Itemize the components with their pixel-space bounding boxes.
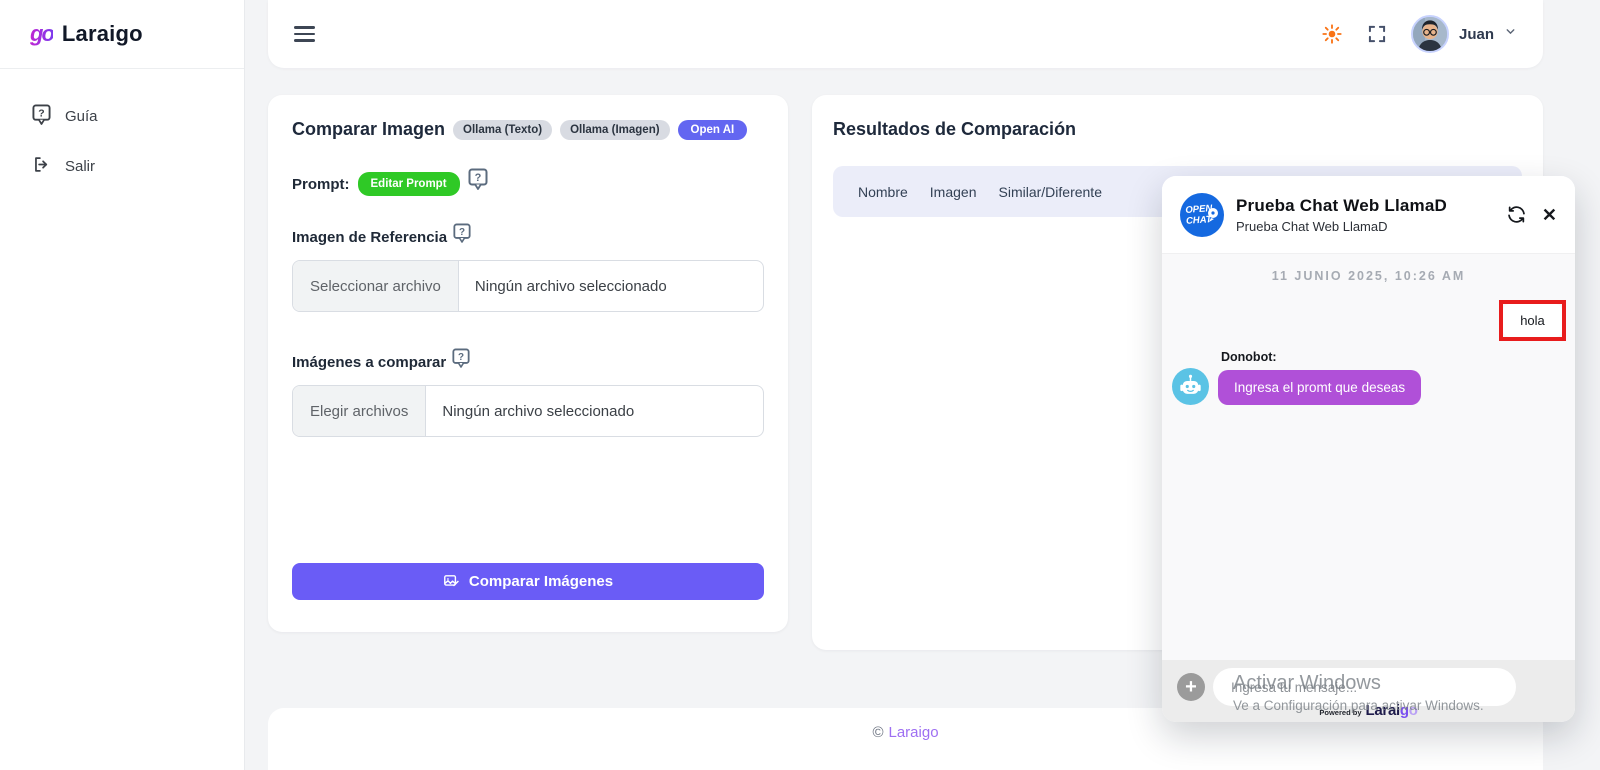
svg-text:?: ? <box>459 227 465 238</box>
theme-sun-icon[interactable] <box>1321 23 1343 45</box>
edit-prompt-button[interactable]: Editar Prompt <box>357 172 460 196</box>
chat-title: Prueba Chat Web LlamaD <box>1236 195 1447 215</box>
svg-text:?: ? <box>458 352 464 363</box>
bot-message-row: Donobot: Ingresa el promt que deseas <box>1172 350 1422 405</box>
chat-widget: OPEN CHAT Prueba Chat Web LlamaD Prueba … <box>1162 176 1575 722</box>
powered-by-label: Powered by <box>1319 708 1362 717</box>
brand-logo[interactable]: go Laraigo <box>0 0 244 69</box>
brand-name: Laraigo <box>61 21 143 46</box>
compare-images-button[interactable]: Comparar Imágenes <box>292 563 764 600</box>
sidebar-item-label: Guía <box>65 108 98 125</box>
chat-subtitle: Prueba Chat Web LlamaD <box>1236 218 1388 234</box>
close-icon[interactable]: ✕ <box>1541 204 1557 225</box>
badge-ollama-imagen[interactable]: Ollama (Imagen) <box>560 119 670 140</box>
chat-date-header: 11 JUNIO 2025, 10:26 AM <box>1271 269 1466 283</box>
topbar: Juan <box>268 0 1543 68</box>
column-similar-diferente: Similar/Diferente <box>998 183 1102 200</box>
open-chat-avatar-icon: OPEN CHAT <box>1180 192 1224 237</box>
image-edit-icon <box>443 573 460 590</box>
bot-message-bubble: Ingresa el promt que deseas <box>1218 370 1422 405</box>
reference-file-input[interactable]: Seleccionar archivo Ningún archivo selec… <box>292 260 764 312</box>
sidebar-item-salir[interactable]: Salir <box>0 142 244 191</box>
refresh-icon[interactable] <box>1506 204 1527 225</box>
file-select-button[interactable]: Elegir archivos <box>293 386 427 436</box>
chat-message-input[interactable] <box>1213 668 1516 706</box>
sidebar-item-guia[interactable]: ? Guía <box>0 91 244 142</box>
sidebar-item-label: Salir <box>65 158 96 175</box>
avatar <box>1410 15 1449 53</box>
footer-brand-link[interactable]: Laraigo <box>888 724 939 741</box>
help-tooltip-icon[interactable]: ? <box>468 168 488 195</box>
badge-ollama-texto[interactable]: Ollama (Texto) <box>453 119 553 140</box>
chat-message-area: 11 JUNIO 2025, 10:26 AM hola Do <box>1162 253 1575 660</box>
sidebar: go Laraigo ? Guía Salir <box>0 0 245 770</box>
panel-title: Comparar Imagen <box>292 119 446 139</box>
help-tooltip-icon[interactable]: ? <box>452 348 470 373</box>
sidebar-menu: ? Guía Salir <box>0 69 244 191</box>
powered-by: Powered by Laraigo <box>1162 702 1575 719</box>
compare-images-label: Imágenes a comparar <box>292 354 447 371</box>
robot-avatar-icon <box>1172 368 1209 405</box>
logout-icon <box>32 155 51 178</box>
prompt-label: Prompt: <box>292 175 350 193</box>
svg-text:OPEN: OPEN <box>1185 203 1214 216</box>
file-status-text: Ningún archivo seleccionado <box>474 277 667 295</box>
bot-name: Donobot: <box>1221 350 1277 364</box>
svg-text:?: ? <box>474 172 481 184</box>
help-tooltip-icon[interactable]: ? <box>453 223 471 248</box>
column-imagen: Imagen <box>929 183 977 200</box>
column-nombre: Nombre <box>858 183 908 200</box>
laraigo-wordmark: Laraigo <box>1365 702 1418 719</box>
reference-image-label: Imagen de Referencia <box>292 229 448 246</box>
copyright-symbol: © <box>872 724 884 741</box>
results-title: Resultados de Comparación <box>833 119 1077 139</box>
file-select-button[interactable]: Seleccionar archivo <box>293 261 459 311</box>
laraigo-logo-icon: go <box>30 21 55 46</box>
svg-text:CHAT: CHAT <box>1186 214 1214 227</box>
fullscreen-icon[interactable] <box>1367 24 1387 44</box>
compare-panel: Comparar Imagen Ollama (Texto) Ollama (I… <box>268 95 788 632</box>
menu-toggle-icon[interactable] <box>294 26 315 42</box>
svg-text:?: ? <box>38 108 44 119</box>
chat-input-bar: + Powered by Laraigo <box>1162 660 1575 722</box>
file-status-text: Ningún archivo seleccionado <box>442 402 635 420</box>
help-bubble-icon: ? <box>32 104 51 129</box>
annotation-highlight: hola <box>1499 300 1566 341</box>
chat-header: OPEN CHAT Prueba Chat Web LlamaD Prueba … <box>1162 176 1575 253</box>
attach-plus-icon[interactable]: + <box>1177 673 1205 701</box>
user-name: Juan <box>1458 25 1494 43</box>
compare-images-button-label: Comparar Imágenes <box>468 573 614 590</box>
user-menu[interactable]: Juan <box>1410 15 1517 53</box>
user-message-bubble: hola <box>1503 304 1562 337</box>
badge-open-ai[interactable]: Open AI <box>677 119 748 140</box>
chevron-down-icon <box>1504 25 1517 43</box>
compare-files-input[interactable]: Elegir archivos Ningún archivo seleccion… <box>292 385 764 437</box>
